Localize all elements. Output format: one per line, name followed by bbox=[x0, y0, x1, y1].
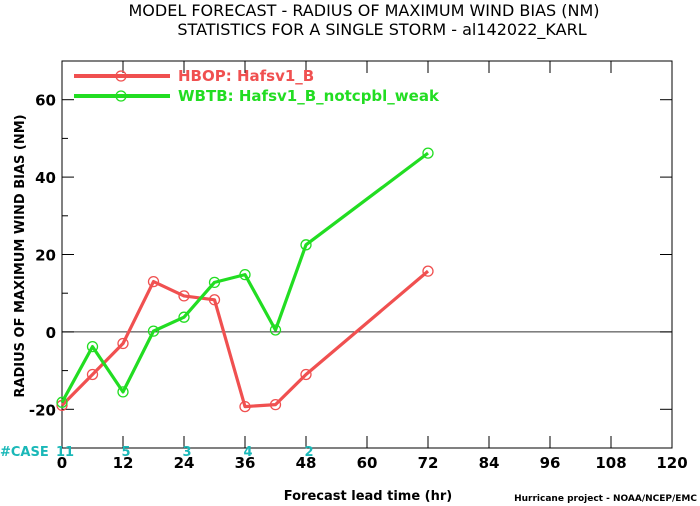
y-axis-ticks: -20 0 20 40 60 bbox=[29, 60, 672, 449]
case-count: 4 bbox=[243, 445, 252, 460]
chart-title: MODEL FORECAST - RADIUS OF MAXIMUM WIND … bbox=[128, 1, 599, 20]
legend-label: WBTB: Hafsv1_B_notcpbl_weak bbox=[178, 87, 440, 105]
data-point bbox=[178, 311, 190, 323]
series-group bbox=[56, 147, 434, 413]
series-line bbox=[60, 151, 429, 404]
y-tick-label: 0 bbox=[46, 324, 56, 342]
data-point bbox=[117, 386, 129, 398]
data-point bbox=[269, 399, 282, 411]
x-tick-label: 24 bbox=[174, 454, 195, 472]
data-point bbox=[147, 325, 160, 337]
data-point bbox=[208, 294, 221, 306]
legend-marker bbox=[115, 70, 127, 82]
legend: HBOP: Hafsv1_B WBTB: Hafsv1_B_notcpbl_wea… bbox=[74, 67, 440, 105]
series-line bbox=[60, 269, 430, 409]
x-tick-label: 48 bbox=[296, 454, 317, 472]
x-axis-ticks: 0 12 24 36 48 60 72 84 96 108 120 bbox=[57, 61, 688, 472]
y-axis-label: RADIUS OF MAXIMUM WIND BIAS (NM) bbox=[13, 114, 28, 397]
x-tick-label: 108 bbox=[595, 454, 626, 472]
data-point bbox=[86, 368, 99, 381]
data-point bbox=[239, 268, 251, 281]
data-point bbox=[269, 324, 282, 336]
x-tick-label: 60 bbox=[357, 454, 378, 472]
x-tick-label: 120 bbox=[656, 454, 687, 472]
case-count: 3 bbox=[182, 445, 191, 460]
data-point bbox=[86, 340, 99, 353]
case-count-row: #CASE 11 5 3 4 2 bbox=[0, 445, 314, 460]
data-point bbox=[300, 368, 312, 381]
plot-area bbox=[61, 60, 673, 449]
chart-titles: MODEL FORECAST - RADIUS OF MAXIMUM WIND … bbox=[128, 1, 599, 40]
y-tick-label: 20 bbox=[35, 247, 56, 265]
legend-item-2: WBTB: Hafsv1_B_notcpbl_weak bbox=[74, 87, 440, 105]
case-count: 5 bbox=[121, 445, 130, 460]
series-2 bbox=[56, 147, 434, 408]
x-axis-label: Forecast lead time (hr) bbox=[284, 489, 452, 504]
data-point bbox=[178, 290, 190, 302]
x-tick-label: 72 bbox=[418, 454, 439, 472]
legend-item-1: HBOP: Hafsv1_B bbox=[74, 67, 314, 85]
x-tick-label: 12 bbox=[113, 454, 134, 472]
data-point bbox=[300, 239, 312, 251]
credit-text: Hurricane project - NOAA/NCEP/EMC bbox=[514, 494, 697, 504]
case-label: #CASE bbox=[0, 445, 49, 460]
y-tick-label: 40 bbox=[35, 169, 56, 187]
x-tick-label: 96 bbox=[540, 454, 561, 472]
chart-subtitle: STATISTICS FOR A SINGLE STORM - al142022… bbox=[177, 20, 586, 40]
data-point bbox=[208, 276, 221, 289]
data-point bbox=[56, 396, 68, 408]
case-count: 2 bbox=[304, 445, 313, 460]
x-tick-label: 0 bbox=[57, 454, 67, 472]
legend-label: HBOP: Hafsv1_B bbox=[178, 67, 314, 85]
data-point bbox=[422, 265, 434, 277]
x-tick-label: 84 bbox=[479, 454, 500, 472]
data-point bbox=[147, 275, 160, 288]
legend-marker bbox=[115, 90, 127, 102]
y-tick-label: -20 bbox=[29, 401, 56, 419]
data-point bbox=[117, 337, 129, 350]
series-1 bbox=[56, 265, 434, 413]
y-tick-label: 60 bbox=[35, 92, 56, 110]
x-tick-label: 36 bbox=[235, 454, 256, 472]
data-point bbox=[239, 400, 251, 413]
case-count: 11 bbox=[56, 445, 74, 460]
data-point bbox=[422, 147, 434, 159]
